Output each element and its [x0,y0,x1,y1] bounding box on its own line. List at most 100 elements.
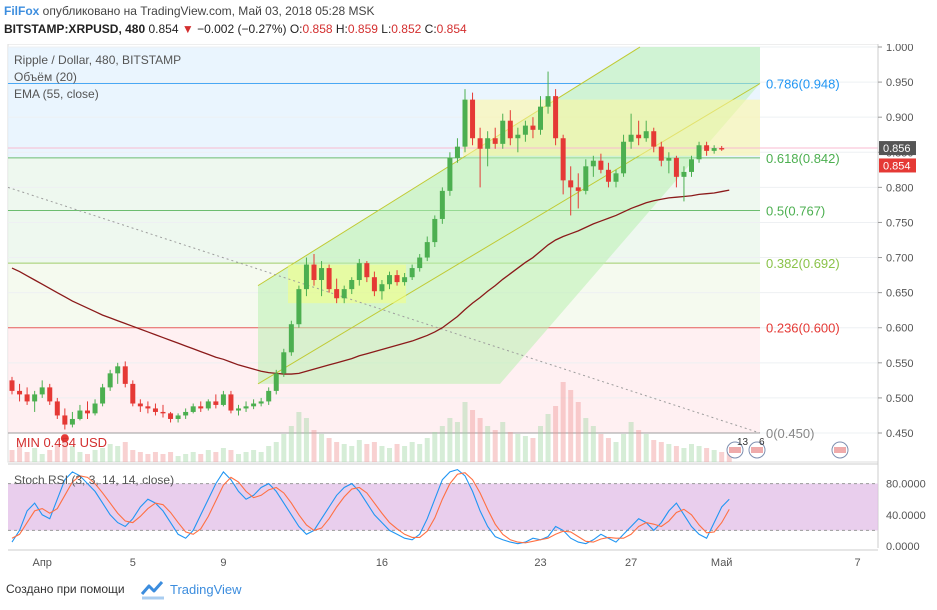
volume-bar [568,390,574,462]
volume-bar [379,446,385,462]
volume-bar [62,434,68,462]
volume-bar [92,450,98,462]
time-tick-label: 7 [855,557,861,569]
price-tick-label: 0.500 [886,393,914,405]
candle-body [69,418,75,425]
candle-body [39,387,45,395]
symbol-name[interactable]: BITSTAMP:XRPUSD, 480 [4,22,146,36]
candle-body [115,366,121,374]
volume-bar [689,444,694,462]
candle-body [545,96,551,107]
legend-title[interactable]: Ripple / Dollar, 480, BITSTAMP [14,53,182,67]
candle-body [228,394,234,411]
price-tick-label: 0.950 [886,77,914,89]
publish-line: FilFox опубликовано на TradingView.com, … [4,4,375,18]
candle-body [711,148,717,151]
volume-bar [85,454,90,462]
candle-body [236,408,241,411]
stoch-band [8,483,878,531]
candle-body [32,394,38,402]
candle-body [190,406,196,412]
candle-body [613,173,619,182]
min-price-label: MIN 0.454 USD [16,435,108,450]
candle-body [530,125,536,130]
volume-bar [696,446,702,462]
candle-body [107,373,113,388]
candle-body [100,387,106,404]
candle-body [605,169,611,182]
volume-bar [251,450,257,462]
price-tick-label: 0.800 [886,182,914,194]
candle-body [447,157,453,191]
candle-body [160,411,166,414]
candle-body [17,390,23,395]
volume-bar [605,438,611,462]
legend-ema[interactable]: EMA (55, close) [14,87,99,101]
price-tick-label: 0.900 [886,112,914,124]
candle-body [598,160,604,170]
close-price-badge [879,158,916,173]
volume-bar [515,434,521,462]
candle-body [643,131,649,139]
fib-label: 0.786(0.948) [766,76,840,91]
candle-body [402,277,408,283]
candle-body [122,366,128,384]
candle-body [319,268,325,281]
candle-body [152,408,158,412]
volume-bar [658,442,664,462]
volume-bar [130,450,136,462]
tradingview-logo-icon[interactable] [140,578,166,600]
volume-bar [583,418,589,462]
volume-bar [100,448,106,462]
candle-body [636,134,642,139]
legend-stoch-rsi[interactable]: Stoch RSI (3, 3, 14, 14, close) [14,473,175,487]
candle-body [673,157,679,177]
stoch-d-line [11,472,730,544]
volume-bar [417,444,423,462]
volume-bar [160,454,166,462]
volume-bar [492,430,498,462]
legend-volume[interactable]: Объём (20) [14,70,77,84]
candle-body [24,394,30,402]
candle-body [77,410,83,419]
candle-body [500,120,506,144]
time-tick-label: Апр [32,557,51,569]
volume-bar [303,418,309,462]
candle-body [311,264,317,281]
volume-bar [454,422,460,462]
volume-bar [439,426,445,462]
trend-line [7,186,761,434]
volume-bar [145,454,151,462]
candle-body [266,390,272,402]
author-name[interactable]: FilFox [4,4,40,18]
candle-body [205,401,211,409]
chart-area[interactable]: 0.786(0.948) 0.618(0.842) 0.5(0.767) 0.382(… [0,42,937,574]
close-value: 0.854 [436,22,467,36]
stoch-tick-label: 80.0000 [886,479,926,491]
volume-bar [651,440,657,462]
price-tick-label: 0.550 [886,358,914,370]
volume-bar [719,452,725,462]
price-chart-svg[interactable]: 0.786(0.948) 0.618(0.842) 0.5(0.767) 0.382(… [0,42,937,574]
candle-body [198,406,204,409]
candle-body [568,180,574,188]
candle-body [371,277,377,292]
volume-bar [32,448,38,462]
volume-bar [628,422,634,462]
candle-body [145,406,151,409]
candle-body [364,263,370,278]
volume-bar [636,430,642,462]
volume-bar [24,452,30,462]
fib-label: 0.236(0.600) [766,321,840,336]
volume-bar [205,450,211,462]
footer-brand[interactable]: TradingView [170,582,242,597]
time-tick-label: 5 [130,557,136,569]
candle-body [560,138,566,181]
candle-body [326,268,332,290]
stoch-tick-label: 0.0000 [886,541,920,553]
candle-body [85,410,90,414]
candle-body [583,166,589,191]
volume-bar [273,442,279,462]
chart-header: FilFox опубликовано на TradingView.com, … [0,0,937,44]
ema-line [11,189,730,375]
